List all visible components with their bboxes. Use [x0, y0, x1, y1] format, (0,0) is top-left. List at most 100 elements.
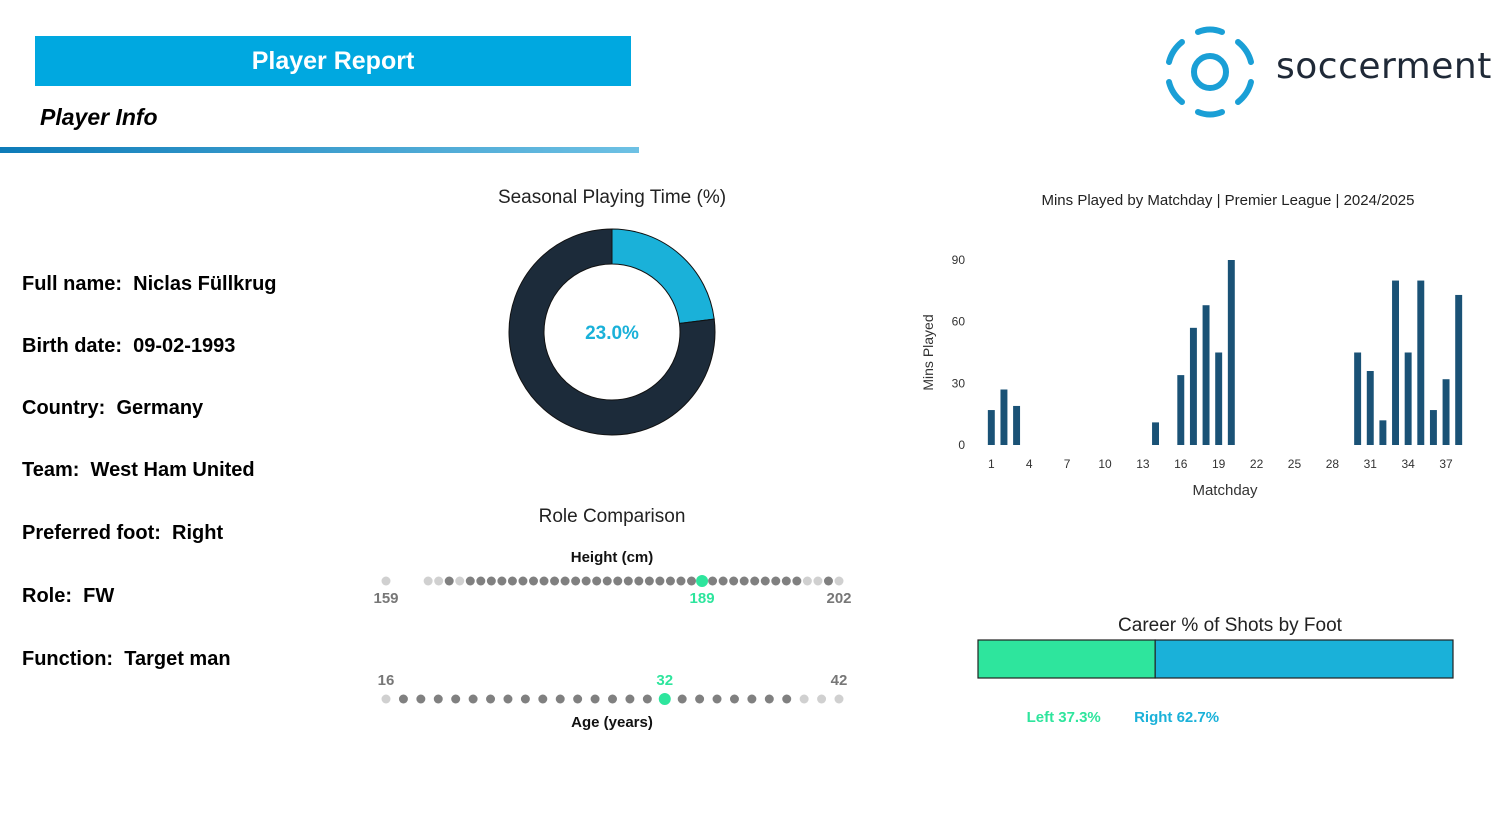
comparison-dot	[834, 694, 844, 704]
y-tick-label: 90	[952, 253, 966, 267]
bar-matchday-17	[1189, 327, 1197, 445]
comparison-dot	[729, 694, 739, 704]
comparison-dot	[739, 576, 749, 586]
donut-slice-not-played	[508, 228, 716, 436]
comparison-dot	[782, 694, 792, 704]
comparison-dot	[573, 694, 583, 704]
donut-center-label: 23.0%	[585, 323, 639, 344]
bar-matchday-34	[1404, 352, 1412, 445]
bar-matchday-20	[1227, 260, 1235, 445]
comparison-dot	[528, 576, 538, 586]
info-role: Role: FW	[22, 585, 115, 607]
right-foot-segment	[1154, 639, 1454, 679]
shots-by-foot-bar	[977, 639, 1454, 679]
x-tick-label: 19	[1212, 457, 1226, 471]
comparison-dot	[423, 576, 433, 586]
comparison-dot	[655, 576, 665, 586]
info-country: Country: Germany	[22, 397, 204, 419]
x-tick-label: 16	[1174, 457, 1188, 471]
comparison-dot	[602, 576, 612, 586]
comparison-dot	[476, 576, 486, 586]
comparison-dot	[764, 694, 774, 704]
comparison-dot	[608, 694, 617, 704]
comparison-dot	[677, 694, 687, 704]
x-axis-label: Matchday	[1192, 482, 1258, 499]
comparison-dot	[486, 576, 496, 586]
comparison-dot	[792, 576, 802, 586]
bar-matchday-19	[1215, 352, 1223, 445]
role-comparison-chart: Height (cm) 159 189 202 Age (years) 16 32 42	[373, 549, 851, 731]
x-tick-label: 7	[1064, 457, 1071, 471]
bar-matchday-1	[987, 410, 995, 445]
player-marker-dot	[658, 693, 671, 705]
comparison-dot	[623, 576, 633, 586]
comparison-dot	[823, 576, 833, 586]
comparison-dot	[539, 576, 549, 586]
playing-time-donut: 23.0%	[508, 228, 716, 436]
comparison-dot	[497, 576, 507, 586]
comparison-dot	[834, 576, 844, 586]
right-foot-label: Right 62.7%	[1134, 709, 1220, 726]
comparison-dot	[468, 694, 478, 704]
brand-name: soccerment	[1276, 46, 1492, 87]
bar-matchday-14	[1152, 422, 1159, 445]
comparison-dot	[781, 576, 791, 586]
comparison-dot	[538, 694, 548, 704]
player-marker-dot	[696, 575, 709, 587]
x-tick-label: 4	[1026, 457, 1033, 471]
y-axis-label: Mins Played	[920, 314, 936, 390]
info-preferred-foot: Preferred foot: Right	[22, 522, 224, 544]
max-value-label: 42	[831, 672, 848, 689]
bar-matchday-32	[1379, 420, 1387, 445]
player-info-heading: Player Info	[40, 104, 158, 130]
comparison-dot	[676, 576, 686, 586]
info-birth-date: Birth date: 09-02-1993	[22, 335, 236, 357]
comparison-dot	[634, 576, 644, 586]
x-tick-label: 10	[1098, 457, 1112, 471]
comparison-dot	[644, 576, 654, 586]
comparison-dot	[708, 576, 718, 586]
height-panel-title: Height (cm)	[571, 549, 654, 566]
bar-chart-title: Mins Played by Matchday | Premier League…	[1041, 192, 1415, 209]
bar-matchday-31	[1366, 371, 1374, 445]
comparison-dot	[665, 576, 675, 586]
left-foot-segment	[977, 639, 1156, 679]
comparison-dot	[550, 576, 560, 586]
comparison-dot	[444, 576, 454, 586]
comparison-dot	[520, 694, 530, 704]
y-tick-label: 0	[958, 438, 965, 452]
bar-matchday-37	[1442, 379, 1450, 445]
age-panel-title: Age (years)	[571, 714, 653, 731]
comparison-dot	[381, 694, 391, 704]
comparison-dot	[750, 576, 760, 586]
comparison-dot	[712, 694, 722, 704]
x-tick-label: 37	[1439, 457, 1453, 471]
x-tick-label: 28	[1326, 457, 1340, 471]
bar-matchday-38	[1455, 294, 1463, 445]
comparison-dot	[760, 576, 770, 586]
role-comparison-title: Role Comparison	[538, 506, 686, 527]
comparison-dot	[455, 576, 465, 586]
comparison-dot	[613, 576, 623, 586]
y-tick-label: 30	[952, 376, 966, 390]
comparison-dot	[747, 694, 757, 704]
bar-matchday-2	[1000, 389, 1008, 445]
bar-matchday-16	[1177, 375, 1185, 445]
player-value-label: 189	[690, 590, 715, 607]
comparison-dot	[555, 694, 565, 704]
donut-slice-played	[611, 228, 715, 325]
comparison-dot	[465, 576, 475, 586]
donut-title: Seasonal Playing Time (%)	[497, 187, 727, 208]
comparison-dot	[503, 694, 513, 704]
bar-matchday-33	[1392, 280, 1399, 445]
comparison-dot	[381, 576, 391, 586]
bar-matchday-3	[1013, 405, 1021, 445]
comparison-dot	[592, 576, 602, 586]
comparison-dot	[817, 694, 827, 704]
comparison-dot	[729, 576, 739, 586]
foot-chart-title: Career % of Shots by Foot	[1118, 615, 1342, 636]
x-tick-label: 31	[1364, 457, 1378, 471]
comparison-dot	[560, 576, 570, 586]
x-tick-label: 25	[1288, 457, 1302, 471]
comparison-dot	[434, 576, 444, 586]
